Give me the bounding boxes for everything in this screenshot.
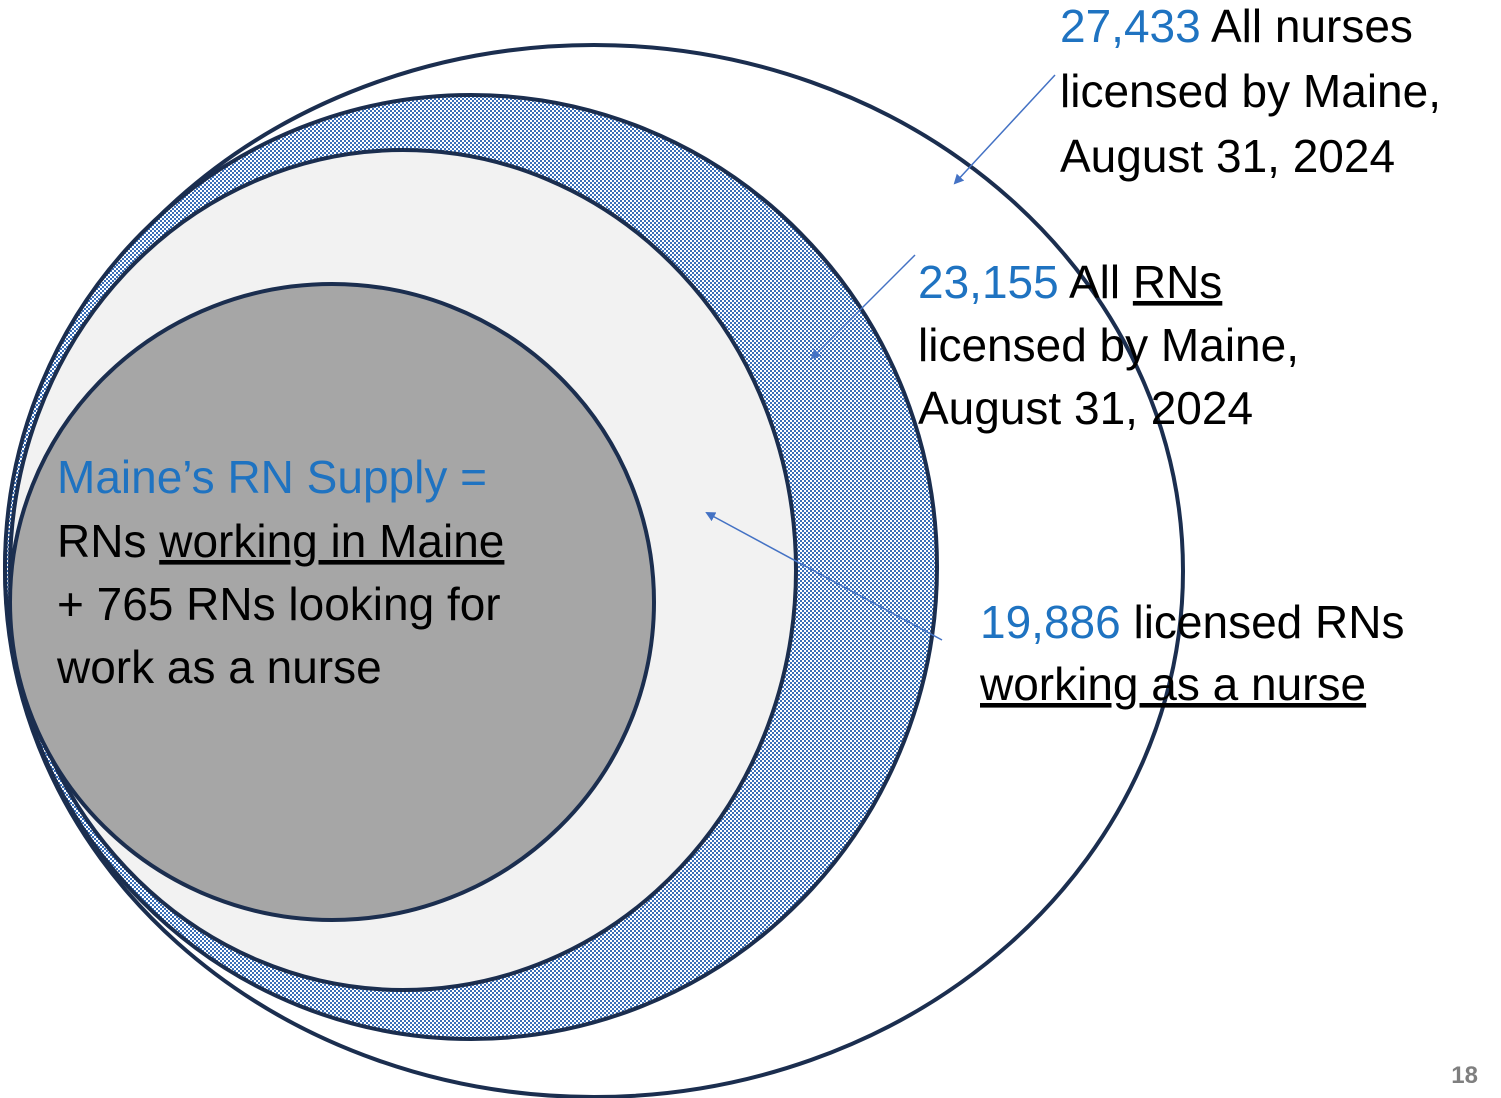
supply-ellipse: [8, 282, 656, 922]
arrow: [705, 512, 943, 641]
label-text: RNs: [57, 515, 146, 567]
label-text: All nurses: [1211, 0, 1413, 52]
label-text: work as a nurse: [56, 641, 382, 693]
label-text: August 31, 2024: [918, 382, 1253, 434]
label-text: All: [1069, 256, 1120, 308]
label: 19,886 licensed RNs: [980, 596, 1404, 648]
label-text: August 31, 2024: [1060, 130, 1395, 182]
label-text: RNs: [1133, 256, 1222, 308]
arrow: [810, 254, 916, 360]
value: 19,886: [980, 596, 1121, 648]
label-text: licensed by Maine,: [1060, 65, 1441, 117]
page-number: 18: [1451, 1062, 1478, 1089]
arrow: [953, 74, 1056, 185]
label-text: licensed RNs: [1133, 596, 1404, 648]
label: RNs working in Maine: [57, 515, 504, 567]
value: 27,433: [1060, 0, 1201, 52]
label: 27,433 All nurses: [1060, 0, 1413, 52]
label: 23,155 All RNs: [918, 256, 1222, 308]
label-text: licensed by Maine,: [918, 319, 1299, 371]
label-text: + 765 RNs looking for: [57, 578, 501, 630]
label-text: working as a nurse: [979, 658, 1366, 710]
supply-title: Maine’s RN Supply =: [57, 451, 487, 503]
value: 23,155: [918, 256, 1059, 308]
label-text: working in Maine: [158, 515, 504, 567]
